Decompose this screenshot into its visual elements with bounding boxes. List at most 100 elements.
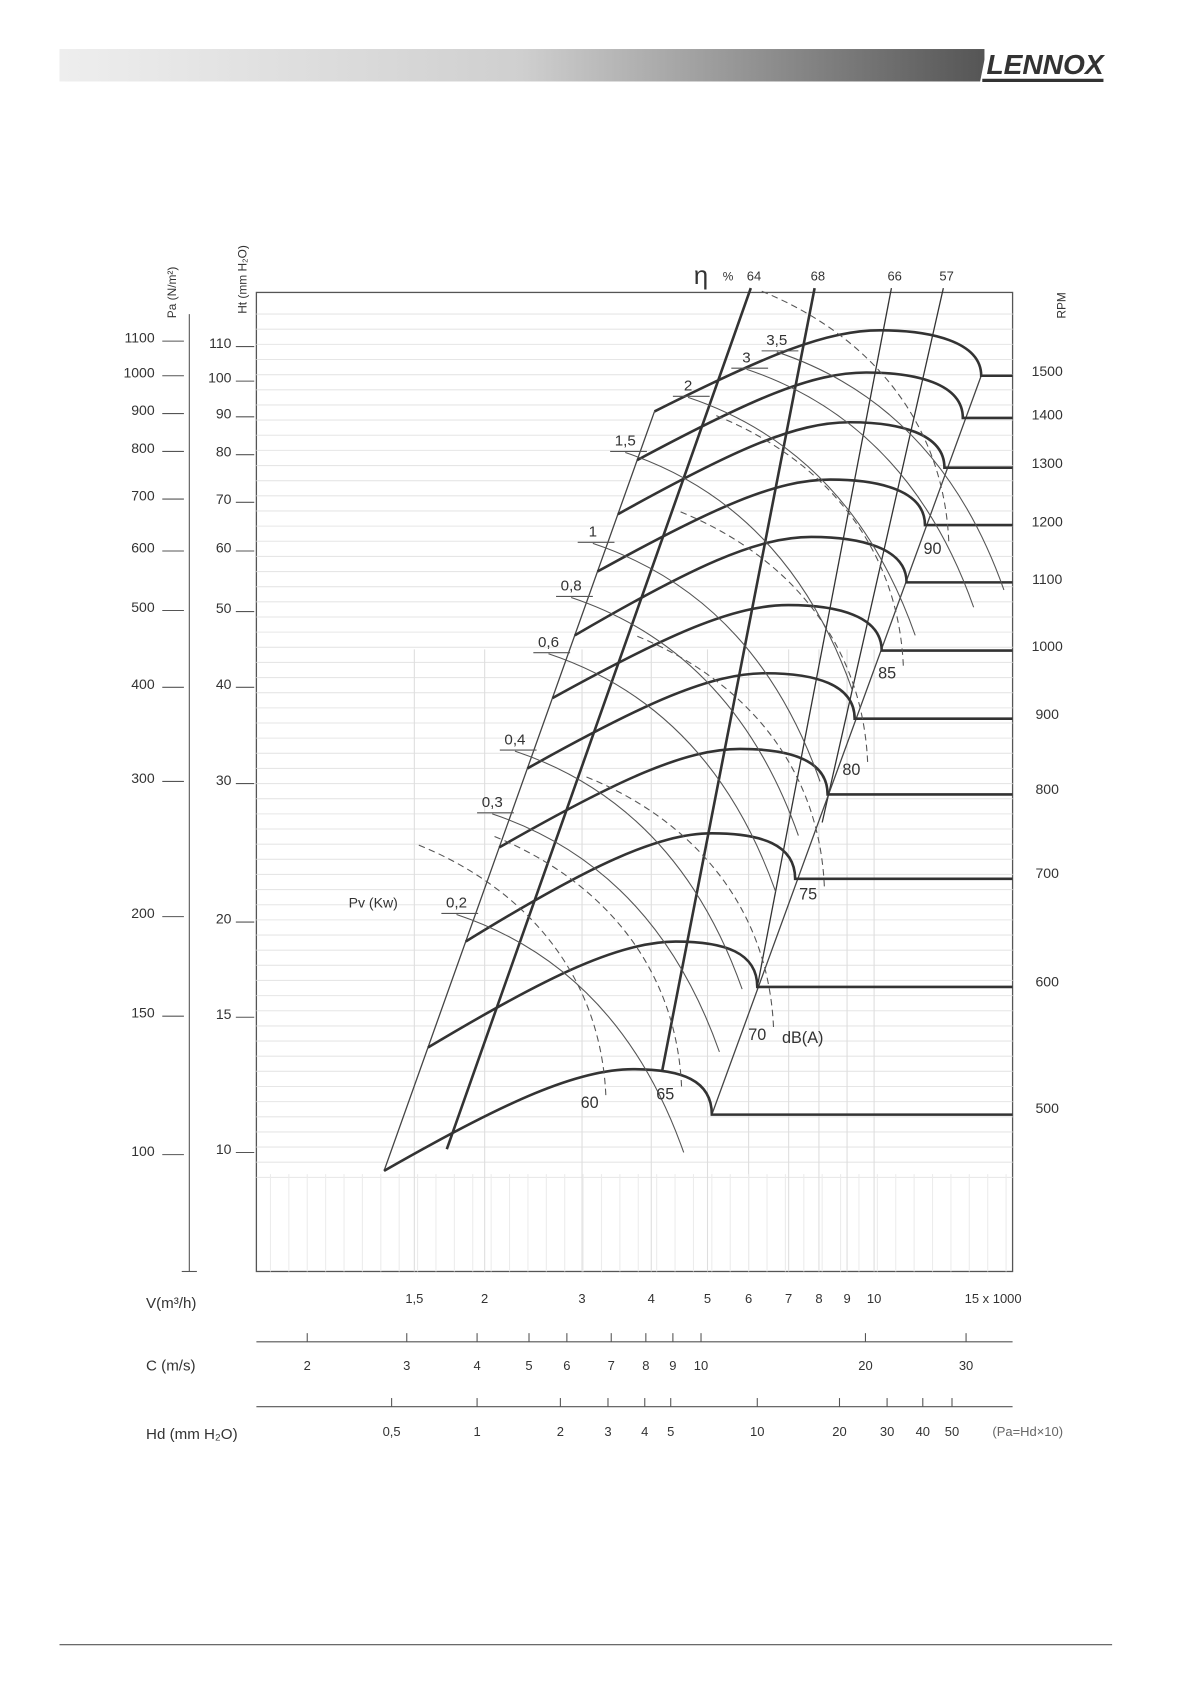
v-tick-label: 2 <box>481 1291 488 1306</box>
efficiency-line <box>445 287 753 1150</box>
pa-tick-label: 600 <box>131 540 155 556</box>
power-label: 1 <box>589 524 597 541</box>
c-tick-label: 3 <box>403 1358 410 1373</box>
rpm-label: 1100 <box>1032 571 1062 587</box>
rpm-label: 1500 <box>1032 363 1063 379</box>
rpm-curve <box>498 747 1013 849</box>
hd-note: (Pa=Hd×10) <box>992 1424 1063 1439</box>
rpm-axis-label: RPM <box>1054 292 1068 318</box>
rpm-label: 900 <box>1035 706 1059 722</box>
power-arc <box>548 653 777 892</box>
c-tick-label: 10 <box>694 1358 708 1373</box>
power-arc <box>492 813 720 1053</box>
c-tick-label: 4 <box>473 1358 480 1373</box>
rpm-label: 1000 <box>1032 638 1063 654</box>
pa-tick-label: 300 <box>131 770 155 786</box>
v-axis-label: V(m³/h) <box>146 1295 196 1312</box>
power-label: 1,5 <box>615 433 636 450</box>
v-tick-label: 6 <box>745 1291 752 1306</box>
hd-axis-label: Hd (mm H₂O) <box>146 1426 238 1443</box>
noise-curve <box>713 414 904 666</box>
c-tick-label: 5 <box>525 1358 532 1373</box>
ht-tick-label: 60 <box>216 540 232 556</box>
power-label: 0,3 <box>482 794 503 811</box>
pa-tick-label: 500 <box>131 599 155 615</box>
pa-tick-label: 150 <box>131 1005 155 1021</box>
v-tick-label: 10 <box>867 1291 881 1306</box>
power-arc <box>514 750 743 990</box>
hd-tick-label: 10 <box>750 1424 764 1439</box>
hd-tick-label: 2 <box>557 1424 564 1439</box>
ht-tick-label: 10 <box>216 1141 232 1157</box>
noise-label: 80 <box>842 761 860 779</box>
noise-unit: dB(A) <box>782 1029 823 1047</box>
ht-tick-label: 100 <box>208 370 232 386</box>
power-arc <box>625 452 853 691</box>
power-axis-label: Pv (Kw) <box>349 894 398 910</box>
v-tick-label: 3 <box>578 1291 585 1306</box>
pa-tick-label: 200 <box>131 905 155 921</box>
rpm-label: 800 <box>1035 781 1059 797</box>
right-boundary <box>711 375 982 1115</box>
rpm-label: 1300 <box>1032 455 1063 471</box>
eta-unit: % <box>723 269 734 283</box>
logo-box <box>980 49 1115 82</box>
ht-tick-label: 50 <box>216 600 232 616</box>
rpm-curve <box>574 535 1013 637</box>
pa-tick-label: 700 <box>131 488 155 504</box>
rpm-curve <box>526 671 1013 770</box>
header-bar <box>59 49 985 82</box>
hd-tick-label: 50 <box>945 1424 959 1439</box>
hd-tick-label: 3 <box>604 1424 611 1439</box>
efficiency-line <box>821 287 944 823</box>
ht-tick-label: 90 <box>216 405 232 421</box>
hd-tick-label: 1 <box>473 1424 480 1439</box>
rpm-curve <box>617 420 1013 516</box>
hd-tick-label: 4 <box>641 1424 648 1439</box>
noise-curve <box>583 775 775 1028</box>
pa-tick-label: 800 <box>131 440 155 456</box>
pa-tick-label: 100 <box>131 1143 155 1159</box>
v-tick-label: 5 <box>704 1291 711 1306</box>
ht-tick-label: 70 <box>216 491 232 507</box>
v-tick-label: 7 <box>785 1291 792 1306</box>
c-tick-label: 30 <box>959 1358 973 1373</box>
ht-tick-label: 15 <box>216 1006 232 1022</box>
noise-label: 75 <box>799 885 817 903</box>
noise-label: 60 <box>581 1094 599 1112</box>
efficiency-label: 64 <box>747 269 761 284</box>
efficiency-label: 66 <box>887 269 901 284</box>
hd-tick-label: 0,5 <box>383 1424 401 1439</box>
c-tick-label: 2 <box>304 1358 311 1373</box>
ht-axis-label: Ht (mm H₂O) <box>236 245 250 314</box>
c-tick-label: 9 <box>669 1358 676 1373</box>
noise-curve <box>416 843 607 1096</box>
v-tick-label: 9 <box>843 1291 850 1306</box>
pa-axis-label: Pa (N/m²) <box>165 267 179 319</box>
eta-symbol: η <box>694 260 708 290</box>
power-arc <box>746 368 975 608</box>
power-label: 0,6 <box>538 634 559 651</box>
hd-tick-label: 20 <box>832 1424 846 1439</box>
rpm-curve <box>551 603 1013 700</box>
power-arc <box>571 596 799 836</box>
v-tick-label: 8 <box>815 1291 822 1306</box>
hd-tick-label: 40 <box>916 1424 930 1439</box>
rpm-curve <box>383 1067 1013 1172</box>
hd-tick-label: 5 <box>667 1424 674 1439</box>
c-tick-label: 20 <box>858 1358 872 1373</box>
noise-curve <box>759 289 950 542</box>
power-arc <box>592 542 821 782</box>
power-label: 0,2 <box>446 895 467 912</box>
pa-tick-label: 900 <box>131 402 155 418</box>
power-arc <box>776 351 1005 591</box>
noise-curve <box>634 634 825 887</box>
ht-tick-label: 30 <box>216 772 232 788</box>
noise-label: 85 <box>878 665 896 683</box>
efficiency-label: 57 <box>939 269 953 284</box>
power-label: 2 <box>684 378 692 395</box>
hd-tick-label: 30 <box>880 1424 894 1439</box>
noise-label: 90 <box>924 540 942 558</box>
v-tick-label: 15 x 1000 <box>965 1291 1022 1306</box>
